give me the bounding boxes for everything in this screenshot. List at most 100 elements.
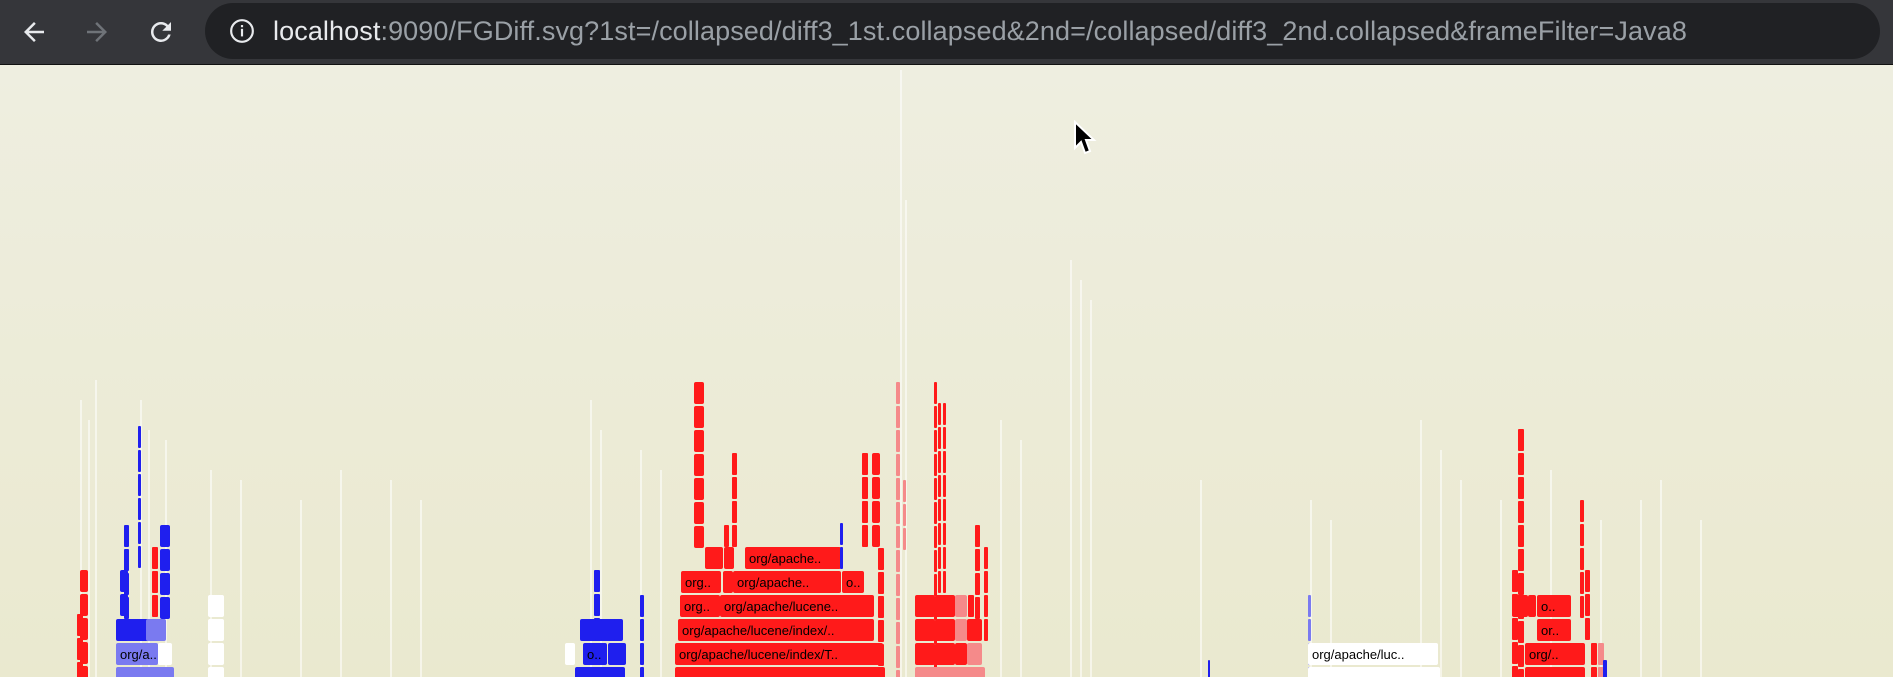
flame-frame-rect[interactable] <box>935 619 955 641</box>
flame-frame[interactable] <box>943 571 946 593</box>
flame-frame-rect[interactable] <box>896 430 900 452</box>
flame-frame[interactable] <box>1518 453 1524 475</box>
flame-frame-rect[interactable] <box>943 475 946 497</box>
flame-frame[interactable] <box>896 646 900 668</box>
flame-frame[interactable]: org/apache/lucene.. <box>720 595 874 617</box>
flame-frame[interactable] <box>1591 667 1597 677</box>
flame-frame-rect[interactable] <box>938 427 941 449</box>
flame-frame-rect[interactable] <box>705 547 723 569</box>
flame-frame-rect[interactable] <box>138 450 141 472</box>
flame-frame[interactable] <box>723 571 733 593</box>
flame-frame-rect[interactable] <box>1512 570 1518 592</box>
thin-stack-spike[interactable] <box>95 380 97 677</box>
flame-frame-rect[interactable] <box>594 570 600 592</box>
flame-frame[interactable] <box>1308 595 1311 617</box>
flame-frame-rect[interactable] <box>723 571 733 593</box>
thin-stack-spike[interactable] <box>1330 520 1332 677</box>
flame-frame[interactable] <box>640 643 644 665</box>
flame-frame[interactable] <box>1603 660 1607 677</box>
flame-frame-rect[interactable] <box>1518 573 1524 595</box>
flame-frame[interactable] <box>896 670 900 677</box>
flame-frame[interactable] <box>938 523 941 545</box>
flame-frame-rect[interactable] <box>138 498 141 520</box>
flame-frame[interactable]: org.. <box>681 571 721 593</box>
flame-frame[interactable] <box>1518 573 1524 595</box>
flame-frame[interactable] <box>878 596 884 618</box>
flame-frame[interactable] <box>1518 477 1524 499</box>
flame-frame-rect[interactable] <box>724 547 734 569</box>
flame-frame[interactable] <box>160 549 170 571</box>
thin-stack-spike[interactable] <box>640 450 642 677</box>
flame-frame[interactable] <box>1518 669 1524 677</box>
flame-frame-rect[interactable] <box>594 594 600 616</box>
info-icon[interactable] <box>229 18 255 44</box>
flame-frame[interactable] <box>1525 667 1585 677</box>
flame-frame-rect[interactable] <box>138 546 141 568</box>
url-text[interactable]: localhost:9090/FGDiff.svg?1st=/collapsed… <box>273 3 1687 59</box>
flame-frame[interactable] <box>640 619 644 641</box>
flame-frame[interactable] <box>732 453 737 475</box>
flame-frame[interactable] <box>1528 595 1536 617</box>
flame-frame-rect[interactable] <box>640 619 644 641</box>
flame-frame-rect[interactable] <box>975 573 980 595</box>
flame-frame[interactable] <box>160 525 170 547</box>
flame-frame[interactable] <box>862 453 868 475</box>
flame-frame[interactable] <box>1518 549 1524 571</box>
flame-frame[interactable] <box>1208 660 1210 677</box>
flame-frame-rect[interactable] <box>152 547 158 569</box>
flame-frame-rect[interactable] <box>975 549 980 571</box>
forward-button[interactable] <box>73 8 121 56</box>
flame-frame[interactable] <box>938 547 941 569</box>
flame-frame[interactable] <box>915 667 985 677</box>
flame-frame[interactable] <box>1512 595 1528 617</box>
flame-frame-rect[interactable] <box>896 550 900 572</box>
flame-frame-rect[interactable] <box>1591 643 1597 665</box>
flame-frame[interactable] <box>862 525 868 547</box>
flame-frame-rect[interactable] <box>938 547 941 569</box>
flame-frame-rect[interactable] <box>694 478 704 500</box>
thin-stack-spike[interactable] <box>148 430 150 677</box>
flame-frame-rect[interactable] <box>1585 570 1590 592</box>
flame-frame-rect[interactable] <box>935 595 955 617</box>
flame-frame[interactable] <box>732 501 737 523</box>
flame-frame[interactable] <box>975 525 980 547</box>
flame-frame[interactable] <box>138 474 141 496</box>
flame-frame-rect[interactable] <box>878 644 884 666</box>
flame-frame[interactable] <box>984 547 988 569</box>
flame-frame[interactable] <box>694 454 704 476</box>
flame-frame-rect[interactable] <box>1512 618 1518 640</box>
flame-frame[interactable] <box>1580 572 1584 594</box>
flame-frame[interactable] <box>1585 618 1590 640</box>
flame-frame[interactable] <box>1585 594 1590 616</box>
flame-frame[interactable] <box>80 570 88 592</box>
flame-frame-rect[interactable] <box>938 403 941 425</box>
flame-frame-rect[interactable] <box>943 547 946 569</box>
flame-frame-rect[interactable] <box>934 454 937 476</box>
flame-frame-rect[interactable] <box>124 549 129 571</box>
flame-frame-rect[interactable] <box>1537 595 1571 617</box>
flame-frame[interactable]: or.. <box>1537 619 1571 641</box>
thin-stack-spike[interactable] <box>210 470 212 677</box>
thin-stack-spike[interactable] <box>1420 420 1422 677</box>
flame-frame[interactable] <box>138 546 141 568</box>
flame-frame-rect[interactable] <box>1518 525 1524 547</box>
flame-frame[interactable] <box>943 403 946 425</box>
flame-frame[interactable] <box>938 403 941 425</box>
flame-frame-rect[interactable] <box>872 453 880 475</box>
thin-stack-spike[interactable] <box>1700 520 1702 677</box>
thin-stack-spike[interactable] <box>390 480 392 677</box>
flame-frame[interactable] <box>138 450 141 472</box>
flame-frame-rect[interactable] <box>724 525 729 547</box>
flame-frame-rect[interactable] <box>77 638 83 660</box>
thin-stack-spike[interactable] <box>1500 500 1502 677</box>
flame-frame-rect[interactable] <box>732 525 737 547</box>
flame-frame[interactable] <box>116 667 174 677</box>
flame-frame[interactable] <box>80 594 88 616</box>
flame-frame[interactable] <box>975 549 980 571</box>
flame-frame[interactable] <box>124 525 129 547</box>
flame-frame-rect[interactable] <box>896 478 900 500</box>
flame-frame-rect[interactable] <box>1580 524 1584 546</box>
flame-frame-rect[interactable] <box>872 477 880 499</box>
flame-frame[interactable] <box>938 427 941 449</box>
flame-frame-rect[interactable] <box>1580 596 1584 618</box>
